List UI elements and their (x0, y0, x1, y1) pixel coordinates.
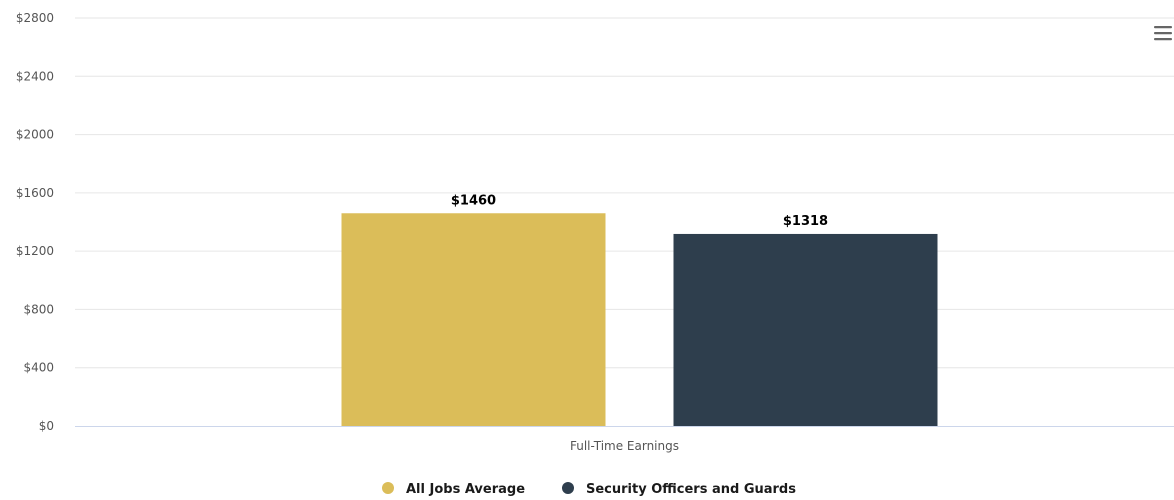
legend: All Jobs Average Security Officers and Gu… (382, 482, 796, 497)
legend-label[interactable]: All Jobs Average (406, 482, 525, 497)
y-tick-label: $800 (23, 302, 54, 316)
legend-label[interactable]: Security Officers and Guards (586, 482, 796, 497)
gridlines (75, 17, 1174, 369)
bar-security-officers-and-guards[interactable] (673, 233, 938, 426)
y-tick-label: $0 (39, 419, 54, 433)
bars (341, 213, 938, 426)
y-tick-label: $400 (23, 361, 54, 375)
chart-menu-button[interactable] (1146, 18, 1172, 44)
y-tick-label: $1200 (16, 244, 54, 258)
y-tick-label: $2800 (16, 11, 54, 25)
data-labels: $1460 $1318 (451, 193, 828, 229)
y-tick-label: $2000 (16, 128, 54, 142)
data-label: $1460 (451, 193, 496, 208)
bar-all-jobs-average[interactable] (341, 213, 606, 426)
legend-marker[interactable] (382, 482, 394, 494)
y-tick-label: $2400 (16, 69, 54, 83)
data-label: $1318 (783, 214, 828, 229)
y-tick-label: $1600 (16, 186, 54, 200)
legend-item-security-officers-and-guards[interactable]: Security Officers and Guards (562, 482, 796, 497)
legend-item-all-jobs-average[interactable]: All Jobs Average (382, 482, 525, 497)
legend-marker[interactable] (562, 482, 574, 494)
y-axis-tick-labels: $0 $400 $800 $1200 $1600 $2000 $2400 $2800 (16, 11, 54, 433)
x-axis: Full-Time Earnings (75, 426, 1174, 453)
hamburger-menu-icon[interactable] (1154, 26, 1172, 41)
x-category-label: Full-Time Earnings (570, 439, 679, 453)
